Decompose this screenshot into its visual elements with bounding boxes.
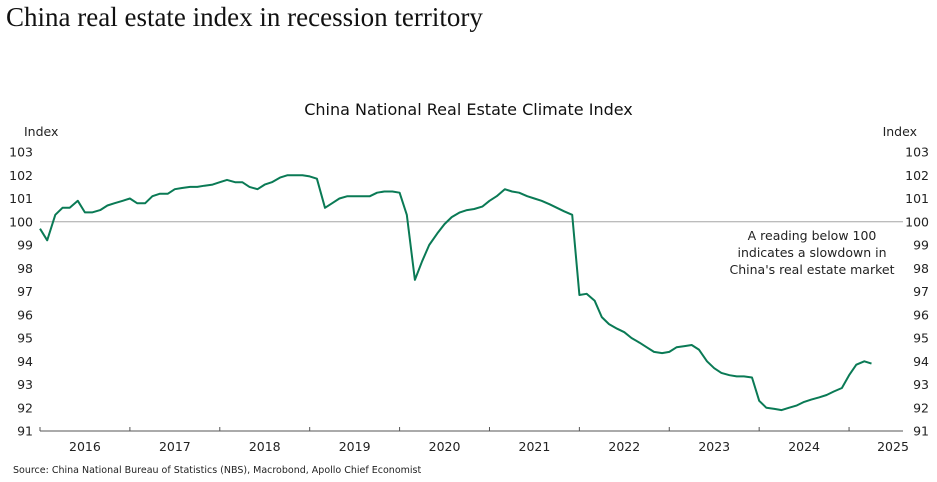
left-axis-unit-label: Index [24,124,59,139]
x-tick-label: 2018 [249,439,281,454]
y-tick-label-left: 100 [9,214,33,229]
y-tick-label-right: 100 [905,214,929,229]
x-tick-label: 2023 [698,439,730,454]
x-tick-label: 2024 [788,439,820,454]
y-tick-label-left: 93 [17,377,33,392]
data-points [39,175,872,411]
y-tick-label-left: 92 [17,400,33,415]
y-tick-label-right: 103 [905,145,929,160]
y-tick-label-left: 94 [17,354,33,369]
y-tick-label-right: 97 [913,284,929,299]
y-tick-label-right: 96 [913,307,929,322]
y-tick-label-right: 93 [913,377,929,392]
y-tick-label-right: 99 [913,238,929,253]
x-axis: 2016 2017 2018 2019 2020 2021 2022 2023 2024 2025 [39,427,909,454]
x-tick-label: 2020 [429,439,461,454]
y-tick-label-right: 92 [913,400,929,415]
x-tick-label: 2019 [339,439,371,454]
y-tick-label-right: 91 [913,424,929,439]
y-tick-label-left: 91 [17,424,33,439]
chart-title: China National Real Estate Climate Index [304,100,633,119]
x-tick-label: 2025 [877,439,909,454]
y-tick-label-left: 95 [17,331,33,346]
x-tick-label: 2021 [519,439,551,454]
right-axis-unit-label: Index [882,124,917,139]
y-tick-label-right: 98 [913,261,929,276]
y-tick-label-left: 99 [17,238,33,253]
y-tick-label-left: 102 [9,168,33,183]
y-tick-label-left: 103 [9,145,33,160]
y-axis-left: 91 92 93 94 95 96 97 98 99 100 101 102 103 [9,145,33,439]
y-tick-label-left: 101 [9,191,33,206]
y-tick-label-left: 96 [17,307,33,322]
x-tick-label: 2017 [159,439,191,454]
chart-annotation: A reading below 100 indicates a slowdown… [729,228,895,277]
x-tick-label: 2022 [608,439,640,454]
page-title: China real estate index in recession ter… [6,2,483,32]
source-note: Source: China National Bureau of Statist… [13,465,422,476]
y-tick-label-left: 97 [17,284,33,299]
y-axis-right: 91 92 93 94 95 96 97 98 99 100 101 102 103 [905,145,929,439]
y-tick-label-right: 102 [905,168,929,183]
y-tick-label-right: 95 [913,331,929,346]
y-tick-label-right: 101 [905,191,929,206]
x-tick-label: 2016 [69,439,101,454]
y-tick-label-right: 94 [913,354,929,369]
series-line-real-estate-index [39,174,872,412]
y-tick-label-left: 98 [17,261,33,276]
